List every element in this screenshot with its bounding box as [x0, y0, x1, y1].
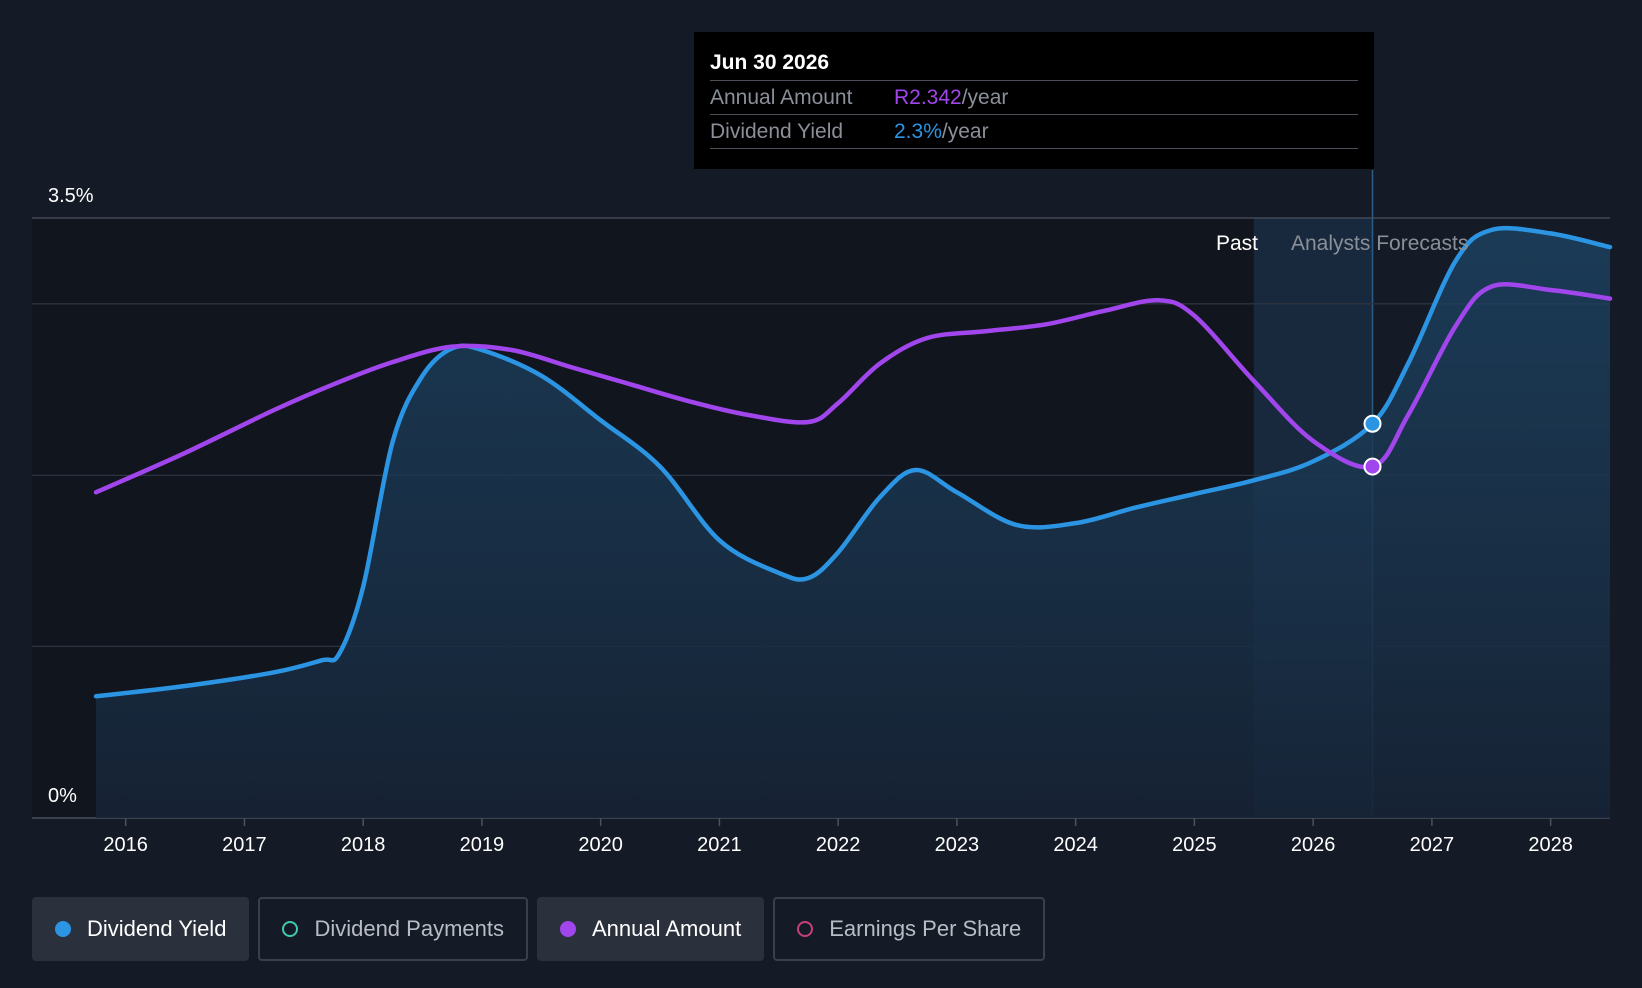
tooltip-value: 2.3%: [894, 120, 942, 143]
dividend-yield-area: [96, 228, 1610, 818]
tooltip-unit: /year: [941, 120, 989, 143]
dividend-payments-dot-icon: [282, 921, 299, 937]
dividend-yield-dot-icon: [55, 921, 71, 937]
legend-label: Dividend Payments: [314, 916, 504, 941]
tooltip-date: Jun 30 2026: [710, 51, 830, 74]
legend-label: Earnings Per Share: [829, 916, 1022, 941]
x-tick-label: 2019: [460, 834, 505, 856]
x-tick-label: 2023: [935, 834, 980, 856]
annual-amount-dot-icon: [559, 921, 576, 937]
tooltip-row-dividend-yield: Dividend Yield 2.3% /year: [710, 114, 1358, 149]
legend-label: Annual Amount: [591, 916, 742, 941]
tooltip-label: Annual Amount: [710, 86, 853, 109]
legend-dividend-payments-button[interactable]: Dividend Payments: [258, 897, 528, 961]
annual-amount-line: [93, 282, 1613, 495]
legend-earnings-per-share-button[interactable]: Earnings Per Share: [773, 897, 1046, 961]
legend: Dividend Yield Dividend Payments Annual …: [32, 897, 1046, 961]
x-tick-label: 2018: [341, 834, 386, 856]
earnings-per-share-dot-icon: [797, 921, 814, 937]
legend-label: Dividend Yield: [87, 916, 227, 941]
x-tick-label: 2017: [222, 834, 267, 856]
x-tick-label: 2028: [1528, 834, 1573, 856]
x-tick-label: 2026: [1291, 834, 1336, 856]
tooltip-value: R2.342: [894, 86, 962, 109]
x-tick-label: 2027: [1410, 834, 1455, 856]
tooltip-label: Dividend Yield: [710, 120, 844, 143]
past-label: Past: [1216, 232, 1258, 255]
y-bottom-label: 0%: [48, 785, 77, 807]
x-tick-label: 2020: [578, 834, 623, 856]
legend-dividend-yield-button[interactable]: Dividend Yield: [32, 897, 250, 961]
y-top-label: 3.5%: [48, 185, 94, 207]
forecast-label: Analysts Forecasts: [1291, 232, 1468, 255]
dividend-yield-highlight-marker: [1363, 414, 1382, 433]
x-tick-label: 2021: [697, 834, 742, 856]
tooltip-unit: /year: [961, 86, 1009, 109]
x-tick-label: 2025: [1172, 834, 1217, 856]
tooltip-row-annual-amount: Annual Amount R2.342 /year: [710, 80, 1358, 114]
annual-amount-highlight-marker: [1363, 457, 1382, 476]
x-tick-label: 2024: [1053, 834, 1098, 856]
legend-annual-amount-button[interactable]: Annual Amount: [536, 897, 765, 961]
x-tick-label: 2016: [103, 834, 148, 856]
x-tick-label: 2022: [816, 834, 861, 856]
tooltip: Jun 30 2026 Annual Amount R2.342 /year D…: [694, 32, 1374, 169]
